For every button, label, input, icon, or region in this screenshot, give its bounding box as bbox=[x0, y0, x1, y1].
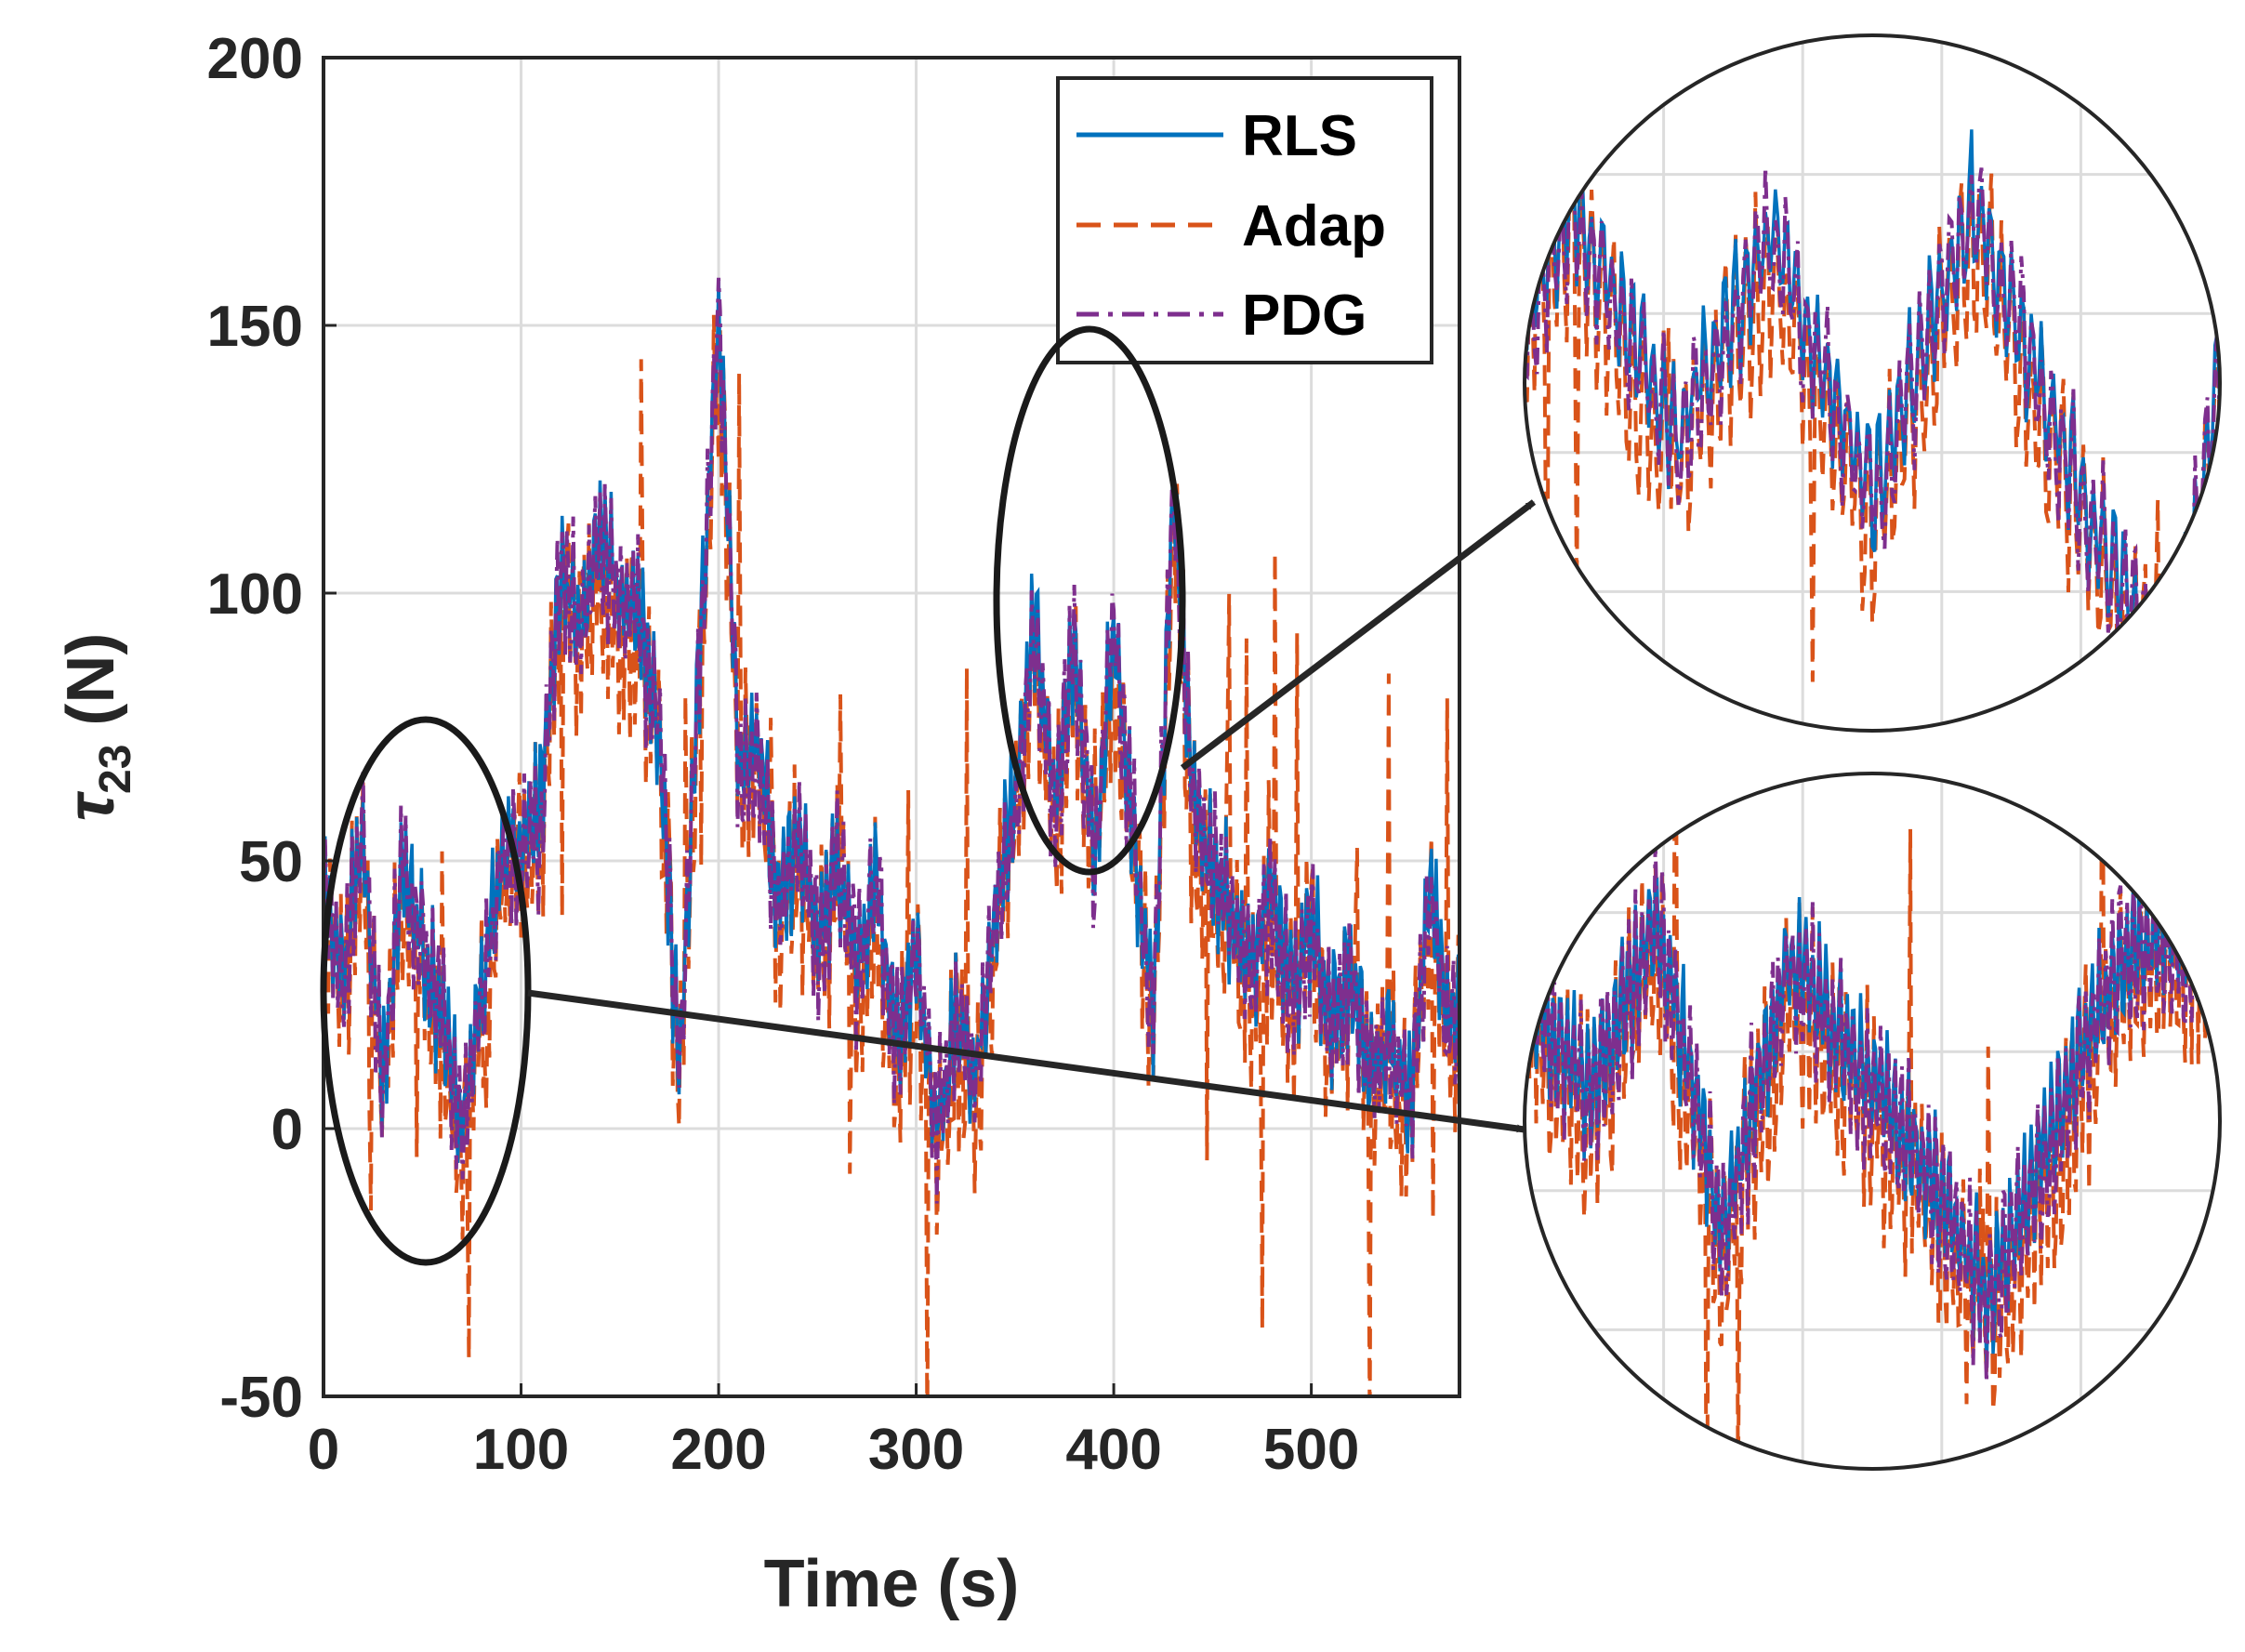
zoom-inset-top bbox=[1523, 33, 2222, 733]
x-axis-label: Time (s) bbox=[764, 1547, 1020, 1621]
legend-label-pdg: PDG bbox=[1242, 284, 1367, 348]
zoom-ellipse-left bbox=[320, 716, 532, 1266]
y-tick-label: 200 bbox=[207, 27, 303, 91]
legend-label-rls: RLS bbox=[1242, 104, 1357, 168]
zoom-inset-top-frame bbox=[1523, 33, 2222, 733]
zoom-inset-bottom-frame bbox=[1523, 772, 2222, 1471]
y-axis-label: τ23 (N) bbox=[54, 633, 140, 822]
zoom-inset-bottom bbox=[1523, 772, 2222, 1471]
legend-label-adap: Adap bbox=[1242, 194, 1386, 258]
y-axis-label-symbol: τ bbox=[54, 790, 128, 821]
zoom-ellipse-right bbox=[993, 325, 1186, 876]
y-tick-label: 0 bbox=[271, 1098, 303, 1162]
y-axis-label-subscript: 23 bbox=[91, 745, 140, 794]
y-axis-label-unit: (N) bbox=[54, 633, 128, 726]
series-line-pdg bbox=[324, 277, 1459, 1204]
x-axis-ticks: 0 100 200 300 400 500 bbox=[308, 1383, 1359, 1482]
inset-top-series-pdg bbox=[1525, 164, 2220, 731]
y-tick-label: 100 bbox=[207, 562, 303, 627]
x-tick-label: 200 bbox=[670, 1418, 766, 1482]
zoom-arrow-top bbox=[1180, 499, 1537, 771]
y-tick-label: 50 bbox=[239, 830, 303, 894]
legend: RLS Adap PDG bbox=[1056, 76, 1433, 364]
y-axis-ticks: -50 0 50 100 150 200 bbox=[207, 27, 337, 1430]
x-tick-label: 0 bbox=[308, 1418, 339, 1482]
inset-bottom-series-pdg bbox=[1525, 841, 2220, 1382]
svg-text:τ23 (N): τ23 (N) bbox=[54, 633, 140, 822]
y-tick-label: -50 bbox=[219, 1366, 303, 1430]
x-tick-label: 100 bbox=[473, 1418, 569, 1482]
x-tick-label: 300 bbox=[868, 1418, 964, 1482]
zoom-arrow-bottom bbox=[527, 989, 1525, 1133]
x-tick-label: 500 bbox=[1263, 1418, 1359, 1482]
x-tick-label: 400 bbox=[1065, 1418, 1161, 1482]
y-tick-label: 150 bbox=[207, 295, 303, 359]
plot-frame bbox=[322, 56, 1461, 1398]
legend-box bbox=[1056, 76, 1433, 364]
